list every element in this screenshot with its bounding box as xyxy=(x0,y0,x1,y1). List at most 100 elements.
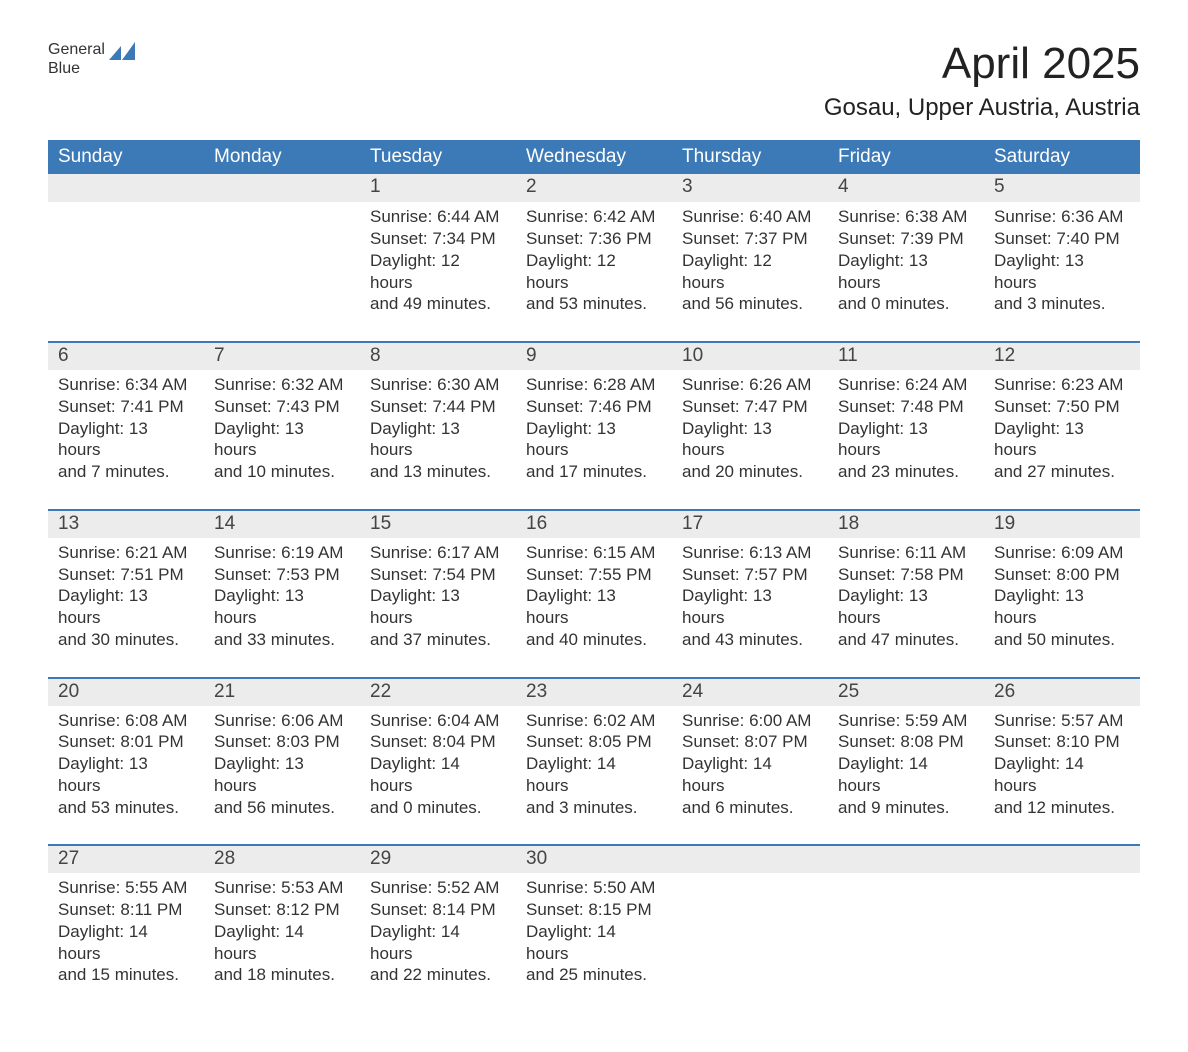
day-line: Daylight: 13 hours xyxy=(370,418,506,462)
day-content: Sunrise: 6:21 AMSunset: 7:51 PMDaylight:… xyxy=(48,538,204,678)
day-number: 24 xyxy=(672,678,828,706)
day-line: and 10 minutes. xyxy=(214,461,350,483)
day-line: and 50 minutes. xyxy=(994,629,1130,651)
day-line: Daylight: 13 hours xyxy=(682,418,818,462)
day-line: Daylight: 12 hours xyxy=(526,250,662,294)
day-number: 21 xyxy=(204,678,360,706)
day-line: Daylight: 13 hours xyxy=(214,585,350,629)
day-content: Sunrise: 6:42 AMSunset: 7:36 PMDaylight:… xyxy=(516,202,672,342)
day-number xyxy=(984,845,1140,873)
day-line: and 6 minutes. xyxy=(682,797,818,819)
day-line: Sunrise: 6:28 AM xyxy=(526,374,662,396)
day-content: Sunrise: 6:00 AMSunset: 8:07 PMDaylight:… xyxy=(672,706,828,846)
day-content xyxy=(984,873,1140,1012)
day-line: Daylight: 14 hours xyxy=(526,921,662,965)
day-line: Sunrise: 6:36 AM xyxy=(994,206,1130,228)
day-line: and 33 minutes. xyxy=(214,629,350,651)
day-number: 2 xyxy=(516,174,672,202)
day-line: Sunrise: 6:30 AM xyxy=(370,374,506,396)
day-line: Sunrise: 6:06 AM xyxy=(214,710,350,732)
calendar-content-row: Sunrise: 6:44 AMSunset: 7:34 PM Daylight:… xyxy=(48,202,1140,342)
day-number: 30 xyxy=(516,845,672,873)
day-content: Sunrise: 5:50 AMSunset: 8:15 PMDaylight:… xyxy=(516,873,672,1012)
day-number: 11 xyxy=(828,342,984,370)
day-number: 25 xyxy=(828,678,984,706)
day-header: Friday xyxy=(828,140,984,174)
day-line: Daylight: 13 hours xyxy=(994,418,1130,462)
day-line: Daylight: 13 hours xyxy=(370,585,506,629)
day-line: Daylight: 13 hours xyxy=(214,418,350,462)
day-content: Sunrise: 6:02 AMSunset: 8:05 PMDaylight:… xyxy=(516,706,672,846)
calendar-daynum-row: 20212223242526 xyxy=(48,678,1140,706)
day-line: Daylight: 14 hours xyxy=(526,753,662,797)
day-line: Sunset: 7:46 PM xyxy=(526,396,662,418)
brand-blue: Blue xyxy=(48,60,135,78)
day-number: 26 xyxy=(984,678,1140,706)
day-number: 16 xyxy=(516,510,672,538)
day-line: Daylight: 13 hours xyxy=(526,585,662,629)
day-line: Sunset: 8:08 PM xyxy=(838,731,974,753)
day-number: 29 xyxy=(360,845,516,873)
calendar-daynum-row: 6789101112 xyxy=(48,342,1140,370)
day-content: Sunrise: 6:09 AMSunset: 8:00 PMDaylight:… xyxy=(984,538,1140,678)
header-row: General Blue April 2025 Gosau, Upper Aus… xyxy=(48,40,1140,122)
day-line: Daylight: 13 hours xyxy=(838,585,974,629)
day-content: Sunrise: 5:52 AMSunset: 8:14 PMDaylight:… xyxy=(360,873,516,1012)
day-content xyxy=(48,202,204,342)
day-line: and 3 minutes. xyxy=(526,797,662,819)
day-header: Wednesday xyxy=(516,140,672,174)
day-line: Sunset: 7:36 PM xyxy=(526,228,662,250)
day-line: Sunset: 7:39 PM xyxy=(838,228,974,250)
day-line: Sunrise: 6:34 AM xyxy=(58,374,194,396)
day-line: Sunset: 7:50 PM xyxy=(994,396,1130,418)
day-number xyxy=(672,845,828,873)
day-line: and 15 minutes. xyxy=(58,964,194,986)
day-number xyxy=(828,845,984,873)
day-line: and 53 minutes. xyxy=(526,293,662,315)
day-number: 20 xyxy=(48,678,204,706)
day-header: Monday xyxy=(204,140,360,174)
day-line: Sunrise: 6:38 AM xyxy=(838,206,974,228)
day-line: Sunset: 8:03 PM xyxy=(214,731,350,753)
day-line: Sunset: 7:40 PM xyxy=(994,228,1130,250)
day-line: Sunset: 8:07 PM xyxy=(682,731,818,753)
day-line: and 0 minutes. xyxy=(370,797,506,819)
day-header: Thursday xyxy=(672,140,828,174)
day-header: Saturday xyxy=(984,140,1140,174)
day-line: Sunset: 7:34 PM xyxy=(370,228,506,250)
day-line: and 7 minutes. xyxy=(58,461,194,483)
page-title: April 2025 xyxy=(824,40,1140,88)
day-number: 7 xyxy=(204,342,360,370)
day-line: Sunrise: 6:44 AM xyxy=(370,206,506,228)
calendar-daynum-row: 27282930 xyxy=(48,845,1140,873)
day-line: Sunrise: 6:02 AM xyxy=(526,710,662,732)
day-line: Daylight: 13 hours xyxy=(682,585,818,629)
day-content: Sunrise: 6:08 AMSunset: 8:01 PMDaylight:… xyxy=(48,706,204,846)
day-line: and 30 minutes. xyxy=(58,629,194,651)
day-line: Sunrise: 6:11 AM xyxy=(838,542,974,564)
brand-general: General xyxy=(48,41,105,59)
day-number: 9 xyxy=(516,342,672,370)
day-line: Sunrise: 5:50 AM xyxy=(526,877,662,899)
day-line: Sunset: 7:44 PM xyxy=(370,396,506,418)
day-line: Sunrise: 6:21 AM xyxy=(58,542,194,564)
day-content: Sunrise: 6:44 AMSunset: 7:34 PMDaylight:… xyxy=(360,202,516,342)
day-number: 14 xyxy=(204,510,360,538)
day-line: Sunrise: 6:09 AM xyxy=(994,542,1130,564)
day-number xyxy=(204,174,360,202)
page-subtitle: Gosau, Upper Austria, Austria xyxy=(824,94,1140,122)
day-line: Daylight: 14 hours xyxy=(370,921,506,965)
day-content: Sunrise: 5:53 AMSunset: 8:12 PMDaylight:… xyxy=(204,873,360,1012)
day-content: Sunrise: 6:30 AMSunset: 7:44 PMDaylight:… xyxy=(360,370,516,510)
calendar-table: Sunday Monday Tuesday Wednesday Thursday… xyxy=(48,140,1140,1012)
day-number: 17 xyxy=(672,510,828,538)
day-line: and 56 minutes. xyxy=(682,293,818,315)
day-number: 13 xyxy=(48,510,204,538)
day-line: and 22 minutes. xyxy=(370,964,506,986)
day-line: Sunset: 8:10 PM xyxy=(994,731,1130,753)
day-line: Sunset: 7:37 PM xyxy=(682,228,818,250)
day-line: Sunset: 8:05 PM xyxy=(526,731,662,753)
calendar-content-row: Sunrise: 5:55 AMSunset: 8:11 PMDaylight:… xyxy=(48,873,1140,1012)
day-line: and 13 minutes. xyxy=(370,461,506,483)
day-content: Sunrise: 6:17 AMSunset: 7:54 PMDaylight:… xyxy=(360,538,516,678)
